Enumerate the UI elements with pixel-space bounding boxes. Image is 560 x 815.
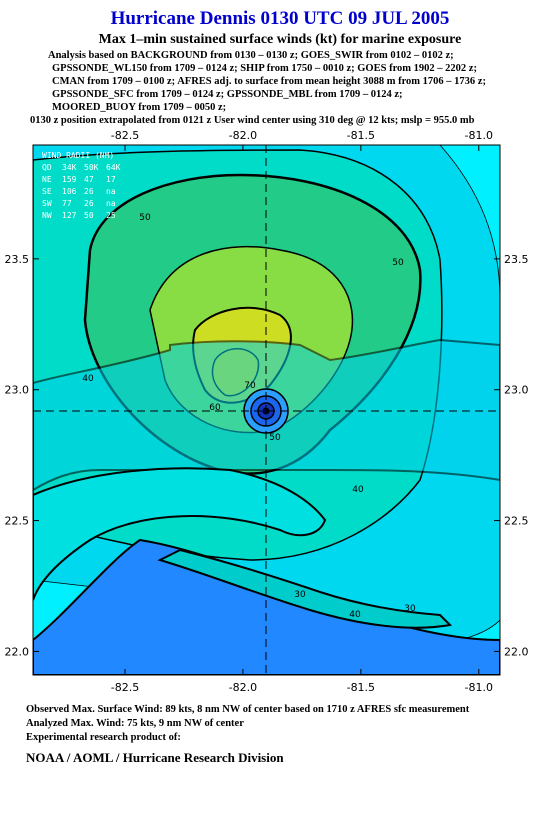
wind-radii-header: 34K bbox=[62, 163, 77, 172]
analysis-line: GPSSONDE_SFC from 1709 – 0124 z; GPSSOND… bbox=[52, 89, 403, 100]
x-tick-label: -82.5 bbox=[111, 681, 139, 694]
position-note: 0130 z position extrapolated from 0121 z… bbox=[30, 115, 475, 126]
wind-radii-header: 50K bbox=[84, 163, 99, 172]
wind-radii-cell: NW bbox=[42, 211, 52, 220]
analysis-line: MOORED_BUOY from 1709 – 0050 z; bbox=[52, 102, 227, 113]
analysis-line: Analysis based on BACKGROUND from 0130 –… bbox=[48, 50, 454, 61]
wind-radii-cell: 26 bbox=[84, 187, 94, 196]
contour-field bbox=[33, 145, 500, 675]
footer-line: Analyzed Max. Wind: 75 kts, 9 nm NW of c… bbox=[26, 718, 244, 729]
y-tick-label: 23.0 bbox=[5, 384, 30, 397]
contour-label: 50 bbox=[392, 258, 404, 268]
y-tick-label: 22.0 bbox=[504, 645, 529, 658]
contour-label: 40 bbox=[349, 610, 361, 620]
x-tick-label: -82.5 bbox=[111, 129, 139, 142]
wind-radii-header: QD bbox=[42, 163, 52, 172]
wind-radii-cell: 26 bbox=[84, 199, 94, 208]
contour-label: 50 bbox=[269, 433, 281, 443]
contour-label: 40 bbox=[82, 374, 94, 384]
x-tick-label: -81.0 bbox=[465, 681, 493, 694]
x-tick-label: -81.5 bbox=[347, 681, 375, 694]
contour-label: 70 bbox=[244, 381, 256, 391]
x-tick-label: -82.0 bbox=[229, 681, 257, 694]
wind-radii-cell: NE bbox=[42, 175, 52, 184]
contour-label: 50 bbox=[139, 213, 151, 223]
wind-radii-cell: na bbox=[106, 187, 116, 196]
wind-radii-cell: 77 bbox=[62, 199, 72, 208]
wind-radii-header: 64K bbox=[106, 163, 121, 172]
y-tick-label: 23.5 bbox=[504, 253, 529, 266]
wind-radii-cell: SE bbox=[42, 187, 52, 196]
wind-radii-cell: 17 bbox=[106, 175, 116, 184]
wind-radii-cell: 159 bbox=[62, 175, 77, 184]
footer-line: Experimental research product of: bbox=[26, 732, 181, 743]
contour-label: 60 bbox=[209, 403, 221, 413]
wind-radii-cell: SW bbox=[42, 199, 52, 208]
y-tick-label: 22.5 bbox=[504, 515, 529, 528]
y-tick-label: 22.5 bbox=[5, 515, 30, 528]
footer-line: Observed Max. Surface Wind: 89 kts, 8 nm… bbox=[26, 704, 470, 715]
wind-radii-cell: 47 bbox=[84, 175, 94, 184]
analysis-line: GPSSONDE_WL150 from 1709 – 0124 z; SHIP … bbox=[52, 63, 477, 74]
y-tick-label: 23.5 bbox=[5, 253, 30, 266]
contour-label: 30 bbox=[294, 590, 306, 600]
y-tick-label: 23.0 bbox=[504, 384, 529, 397]
x-tick-label: -81.5 bbox=[347, 129, 375, 142]
contour-label: 30 bbox=[404, 604, 416, 614]
wind-radii-cell: 25 bbox=[106, 211, 116, 220]
x-tick-label: -81.0 bbox=[465, 129, 493, 142]
wind-radii-cell: 50 bbox=[84, 211, 94, 220]
analysis-line: CMAN from 1709 – 0100 z; AFRES adj. to s… bbox=[52, 76, 486, 87]
subtitle: Max 1–min sustained surface winds (kt) f… bbox=[98, 32, 462, 47]
y-tick-label: 22.0 bbox=[5, 645, 30, 658]
footer-line: NOAA / AOML / Hurricane Research Divisio… bbox=[26, 750, 284, 765]
map-frame bbox=[32, 144, 501, 676]
storm-center bbox=[264, 408, 269, 413]
contour-label: 40 bbox=[352, 485, 364, 495]
title: Hurricane Dennis 0130 UTC 09 JUL 2005 bbox=[110, 8, 450, 29]
wind-radii-cell: 127 bbox=[62, 211, 77, 220]
wind-radii-cell: 106 bbox=[62, 187, 77, 196]
wind-radii-title: WIND RADII (NM) bbox=[42, 151, 114, 160]
x-tick-label: -82.0 bbox=[229, 129, 257, 142]
wind-radii-cell: na bbox=[106, 199, 116, 208]
